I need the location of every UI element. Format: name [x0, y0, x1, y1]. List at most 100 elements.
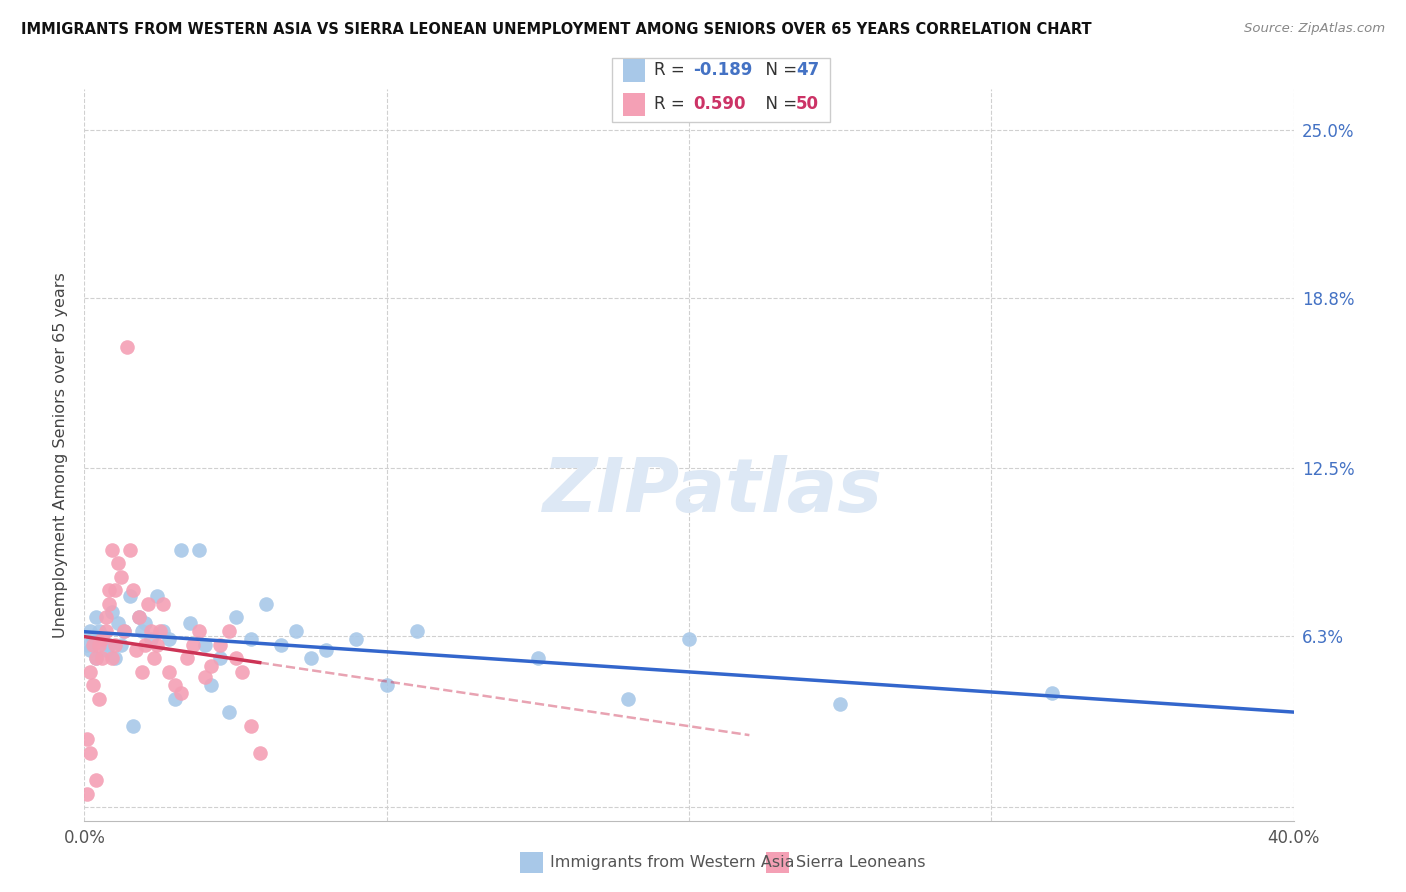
Point — [76, 787, 98, 801]
Point — [115, 340, 138, 354]
Point — [157, 665, 180, 679]
Point — [299, 651, 322, 665]
Point — [100, 542, 122, 557]
Point — [118, 589, 141, 603]
Y-axis label: Unemployment Among Seniors over 65 years: Unemployment Among Seniors over 65 years — [53, 272, 69, 638]
Point — [142, 651, 165, 665]
Point — [100, 651, 122, 665]
Point — [110, 638, 132, 652]
Point — [165, 678, 187, 692]
Point — [170, 542, 193, 557]
Text: 50: 50 — [796, 95, 818, 113]
Point — [89, 638, 111, 652]
Point — [104, 651, 127, 665]
Point — [346, 632, 368, 647]
Point — [125, 643, 148, 657]
Text: IMMIGRANTS FROM WESTERN ASIA VS SIERRA LEONEAN UNEMPLOYMENT AMONG SENIORS OVER 6: IMMIGRANTS FROM WESTERN ASIA VS SIERRA L… — [21, 22, 1091, 37]
Point — [152, 597, 174, 611]
Point — [118, 542, 141, 557]
Point — [82, 632, 104, 647]
Point — [104, 583, 127, 598]
Text: N =: N = — [755, 62, 803, 79]
Point — [86, 610, 108, 624]
Point — [97, 583, 120, 598]
Point — [89, 691, 111, 706]
Point — [112, 624, 135, 638]
Point — [209, 638, 232, 652]
Point — [79, 746, 101, 760]
Point — [134, 638, 156, 652]
Point — [94, 624, 117, 638]
Point — [79, 643, 101, 657]
Text: 47: 47 — [796, 62, 820, 79]
Point — [86, 772, 108, 787]
Point — [194, 638, 217, 652]
Text: N =: N = — [755, 95, 803, 113]
Point — [152, 624, 174, 638]
Point — [76, 732, 98, 747]
Point — [131, 665, 153, 679]
Text: 0.590: 0.590 — [693, 95, 745, 113]
Point — [79, 665, 101, 679]
Point — [270, 638, 292, 652]
Point — [181, 638, 204, 652]
Text: Immigrants from Western Asia: Immigrants from Western Asia — [550, 855, 794, 870]
Point — [89, 624, 111, 638]
Point — [128, 610, 150, 624]
Point — [97, 638, 120, 652]
Point — [112, 624, 135, 638]
Text: Source: ZipAtlas.com: Source: ZipAtlas.com — [1244, 22, 1385, 36]
Point — [79, 624, 101, 638]
Text: R =: R = — [654, 95, 690, 113]
Point — [139, 624, 162, 638]
Point — [149, 624, 172, 638]
Point — [110, 570, 132, 584]
Point — [121, 583, 143, 598]
Point — [128, 610, 150, 624]
Point — [100, 605, 122, 619]
Point — [146, 638, 169, 652]
Point — [134, 615, 156, 630]
Point — [315, 643, 337, 657]
Point — [617, 691, 640, 706]
Point — [165, 691, 187, 706]
Point — [97, 597, 120, 611]
Point — [375, 678, 398, 692]
Point — [231, 665, 253, 679]
Point — [136, 597, 159, 611]
Point — [830, 697, 852, 711]
Point — [285, 624, 308, 638]
Text: -0.189: -0.189 — [693, 62, 752, 79]
Point — [91, 651, 114, 665]
Point — [254, 597, 277, 611]
Point — [179, 615, 201, 630]
Point — [139, 632, 162, 647]
Point — [131, 624, 153, 638]
Point — [218, 706, 240, 720]
Point — [104, 638, 127, 652]
Point — [86, 651, 108, 665]
Point — [82, 678, 104, 692]
Point — [239, 632, 262, 647]
Point — [200, 678, 222, 692]
Point — [91, 629, 114, 643]
Point — [86, 651, 108, 665]
Point — [200, 659, 222, 673]
Text: ZIPatlas: ZIPatlas — [543, 455, 883, 528]
Point — [107, 615, 129, 630]
Point — [157, 632, 180, 647]
Point — [1040, 686, 1063, 700]
Point — [176, 651, 198, 665]
Point — [225, 651, 247, 665]
Point — [527, 651, 550, 665]
Point — [76, 638, 98, 652]
Point — [170, 686, 193, 700]
Point — [146, 589, 169, 603]
Point — [121, 719, 143, 733]
Point — [188, 624, 211, 638]
Point — [249, 746, 271, 760]
Point — [218, 624, 240, 638]
Point — [94, 643, 117, 657]
Point — [225, 610, 247, 624]
Point — [94, 610, 117, 624]
